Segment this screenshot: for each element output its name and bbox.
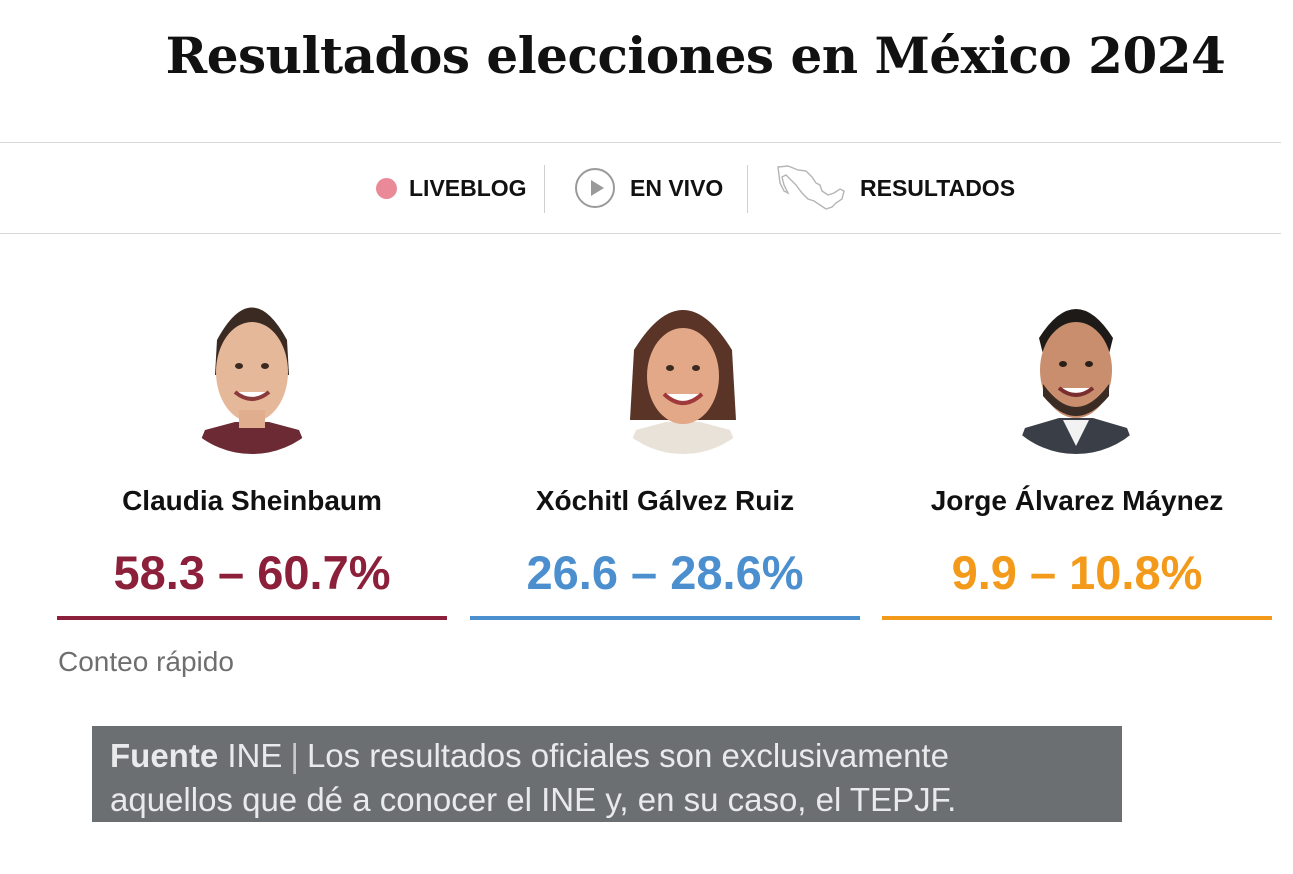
nav-divider <box>544 165 545 213</box>
candidate-name: Xóchitl Gálvez Ruiz <box>535 485 795 516</box>
nav-item-label: EN VIVO <box>630 174 724 201</box>
nav-item-liveblog[interactable]: LIVEBLOG <box>376 143 527 233</box>
candidate-vote-range: 9.9 – 10.8% <box>951 546 1203 599</box>
live-dot-icon <box>376 177 397 199</box>
method-label: Conteo rápido <box>58 646 234 677</box>
candidate-vote-range: 58.3 – 60.7% <box>113 546 391 599</box>
candidate-name: Jorge Álvarez Máynez <box>930 485 1224 516</box>
play-icon <box>575 168 615 208</box>
source-separator: | <box>290 737 299 774</box>
section-nav: LIVEBLOG EN VIVO RESULTADOS <box>0 142 1281 234</box>
nav-item-resultados[interactable]: RESULTADOS <box>776 143 1015 233</box>
candidate-name: Claudia Sheinbaum <box>122 485 382 516</box>
candidate-color-bar <box>882 616 1272 620</box>
candidate-photo <box>989 280 1163 454</box>
candidate-color-bar <box>470 616 860 620</box>
candidate-color-bar <box>57 616 447 620</box>
source-text-1: Los resultados oficiales son exclusivame… <box>306 737 949 774</box>
nav-item-label: LIVEBLOG <box>409 174 527 201</box>
source-text-2: aquellos que dé a conocer el INE y, en s… <box>110 781 957 818</box>
source-note: Fuente INE | Los resultados oficiales son … <box>92 726 1122 822</box>
source-label: Fuente <box>110 737 219 774</box>
mexico-map-icon <box>777 165 845 210</box>
page-title: Resultados elecciones en México 2024 <box>165 26 1226 85</box>
nav-divider <box>747 165 748 213</box>
source-org: INE <box>227 737 283 774</box>
candidate-photo <box>596 280 770 454</box>
candidate-vote-range: 26.6 – 28.6% <box>526 546 804 599</box>
nav-item-label: RESULTADOS <box>860 174 1016 201</box>
nav-item-en-vivo[interactable]: EN VIVO <box>575 143 723 233</box>
source-line-1: Fuente INE | Los resultados oficiales son … <box>110 734 1122 778</box>
candidate-photo <box>165 280 339 454</box>
